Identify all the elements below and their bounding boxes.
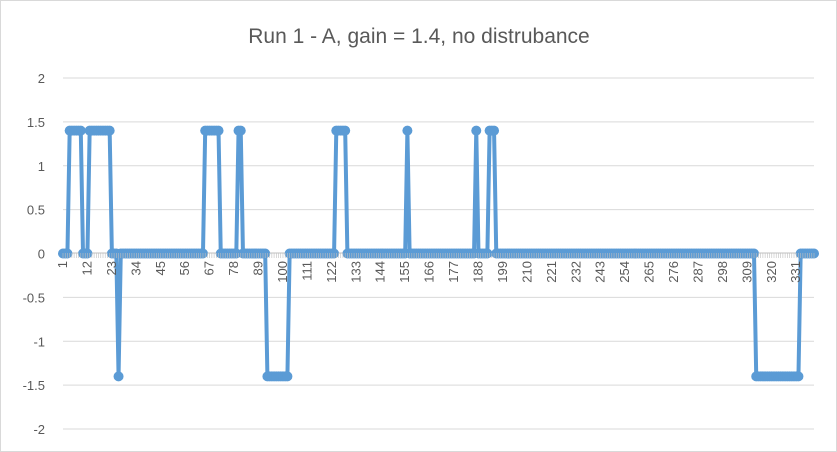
x-tick-label: 287 — [690, 261, 705, 283]
y-axis-ticks: 2 1.5 1 0.5 0 -0.5 -1 -1.5 -2 — [23, 71, 45, 437]
x-tick-label: 56 — [177, 261, 192, 275]
x-tick-label: 34 — [128, 261, 143, 275]
data-point — [471, 125, 482, 136]
x-tick-label: 309 — [739, 261, 754, 283]
x-tick-label: 188 — [470, 261, 485, 283]
data-point — [113, 371, 124, 382]
data-point — [75, 125, 86, 136]
data-point — [282, 371, 293, 382]
x-tick-label: 331 — [788, 261, 803, 283]
x-tick-label: 320 — [764, 261, 779, 283]
x-tick-label: 265 — [642, 261, 657, 283]
x-tick-label: 254 — [617, 261, 632, 283]
x-tick-label: 144 — [373, 261, 388, 283]
x-tick-label: 1 — [55, 261, 70, 268]
x-tick-label: 133 — [348, 261, 363, 283]
x-tick-label: 276 — [666, 261, 681, 283]
x-tick-label: 12 — [79, 261, 94, 275]
x-tick-label: 89 — [251, 261, 266, 275]
data-point — [235, 125, 246, 136]
y-tick-label: 0 — [38, 247, 45, 262]
data-point — [213, 125, 224, 136]
y-tick-label: -1.5 — [23, 378, 45, 393]
y-tick-label: -2 — [33, 422, 45, 437]
x-tick-label: 221 — [544, 261, 559, 283]
data-point — [793, 371, 804, 382]
x-tick-label: 45 — [153, 261, 168, 275]
y-tick-label: 1 — [38, 159, 45, 174]
chart-title: Run 1 - A, gain = 1.4, no distrubance — [248, 25, 589, 48]
x-tick-label: 199 — [495, 261, 510, 283]
data-point — [340, 125, 351, 136]
y-tick-label: 2 — [38, 71, 45, 86]
x-tick-label: 243 — [593, 261, 608, 283]
y-tick-label: 0.5 — [27, 203, 45, 218]
data-point — [489, 125, 500, 136]
x-tick-label: 122 — [324, 261, 339, 283]
x-tick-label: 232 — [568, 261, 583, 283]
x-tick-label: 111 — [299, 261, 314, 281]
x-axis-ticks: 1 12 23 34 45 56 67 78 89 100 111 122 133 144 155 166 17… — [55, 253, 815, 283]
x-tick-label: 100 — [275, 261, 290, 283]
x-tick-label: 78 — [226, 261, 241, 275]
x-tick-label: 155 — [397, 261, 412, 283]
x-tick-label: 177 — [446, 261, 461, 283]
y-tick-label: -1 — [33, 334, 45, 349]
x-tick-label: 210 — [519, 261, 534, 283]
x-tick-label: 166 — [422, 261, 437, 283]
x-tick-label: 298 — [715, 261, 730, 283]
data-point — [402, 125, 413, 136]
x-tick-label: 67 — [202, 261, 217, 275]
x-tick-label: 23 — [104, 261, 119, 275]
data-point — [104, 125, 115, 136]
y-tick-label: -0.5 — [23, 290, 45, 305]
y-tick-label: 1.5 — [27, 115, 45, 130]
